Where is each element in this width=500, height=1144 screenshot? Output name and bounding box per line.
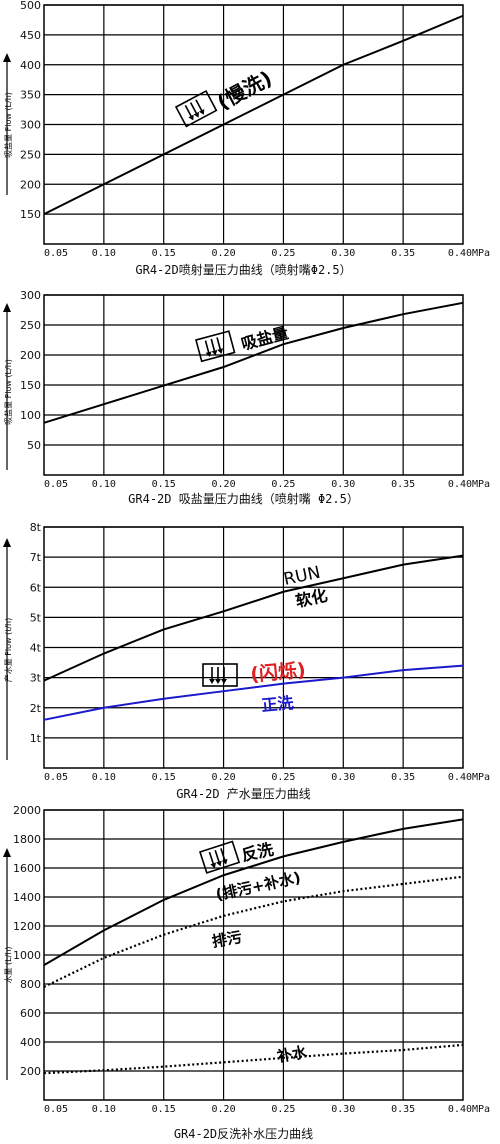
chart-panel-1: 0.05 0.10 0.15 0.20 0.25 0.30 0.35 0.40MPa 150 20… xyxy=(3,0,490,277)
y-tick-label: 400 xyxy=(20,1036,41,1049)
y-tick-label: 150 xyxy=(20,379,41,392)
y-tick-label: 250 xyxy=(20,148,41,161)
series-line-2 xyxy=(43,875,464,988)
annotation-label: 排污 xyxy=(211,928,244,951)
annotation-label: 吸盐量 xyxy=(239,323,290,354)
y-tick-label: 8t xyxy=(30,521,42,534)
x-tick-label: 0.25 xyxy=(271,248,295,259)
y-tick-label: 3t xyxy=(30,672,42,685)
y-tick-label: 450 xyxy=(20,29,41,42)
arrow-up-icon xyxy=(3,848,11,857)
x-tick-label: 0.20 xyxy=(212,1104,236,1115)
x-tick-label: 0.20 xyxy=(212,479,236,490)
chart-title: GR4-2D 吸盐量压力曲线（喷射嘴 Φ2.5） xyxy=(128,491,359,506)
x-tick-label: 0.05 xyxy=(44,248,68,259)
x-tick-label: 0.40MPa xyxy=(448,479,490,490)
y-tick-label: 200 xyxy=(20,178,41,191)
annotation-label: 软化 xyxy=(294,586,329,611)
y-tick-label: 400 xyxy=(20,59,41,72)
x-tick-label: 0.35 xyxy=(391,248,415,259)
y-tick-label: 7t xyxy=(30,551,42,564)
y-tick-label: 350 xyxy=(20,89,41,102)
x-tick-label: 0.30 xyxy=(331,772,355,783)
y-axis-label: 吸盐量 Flow (L/h) xyxy=(3,359,13,425)
y-tick-label: 150 xyxy=(20,208,41,221)
y-tick-label: 500 xyxy=(20,0,41,12)
x-tick-label: 0.10 xyxy=(92,479,116,490)
x-tick-label: 0.30 xyxy=(331,1104,355,1115)
valve-icon xyxy=(175,90,218,128)
x-tick-label: 0.15 xyxy=(152,248,176,259)
series-line-1 xyxy=(43,14,464,216)
chart-title: GR4-2D喷射量压力曲线（喷射嘴Φ2.5） xyxy=(135,262,351,277)
chart-title: GR4-2D 产水量压力曲线 xyxy=(176,787,311,801)
chart-panel-4: 0.05 0.10 0.15 0.20 0.25 0.30 0.35 0.40MPa 200 40… xyxy=(3,804,490,1141)
x-tick-label: 0.15 xyxy=(152,1104,176,1115)
y-tick-label: 1400 xyxy=(13,891,41,904)
y-tick-label: 2t xyxy=(30,702,42,715)
chart-panel-3: 0.05 0.10 0.15 0.20 0.25 0.30 0.35 0.40MPa 1t 2t 3… xyxy=(3,521,490,801)
series-line-1 xyxy=(43,554,464,682)
y-axis-label: 水量 (L/h) xyxy=(3,946,13,983)
y-tick-label: 300 xyxy=(20,119,41,132)
x-tick-label: 0.35 xyxy=(391,479,415,490)
y-tick-label: 300 xyxy=(20,289,41,302)
arrow-up-icon xyxy=(3,53,11,62)
annotation-label: RUN xyxy=(282,563,322,590)
y-tick-label: 50 xyxy=(27,439,41,452)
x-tick-label: 0.20 xyxy=(212,772,236,783)
x-tick-label: 0.25 xyxy=(271,1104,295,1115)
annotation-label: 正洗 xyxy=(261,693,295,715)
y-axis-label: 吸盐量 Flow (L/h) xyxy=(3,92,13,158)
x-tick-label: 0.20 xyxy=(212,248,236,259)
y-tick-label: 5t xyxy=(30,611,42,624)
x-tick-label: 0.40MPa xyxy=(448,772,490,783)
chart-title: GR4-2D反洗补水压力曲线 xyxy=(174,1127,313,1141)
x-tick-label: 0.15 xyxy=(152,479,176,490)
y-tick-label: 1t xyxy=(30,732,42,745)
x-tick-label: 0.25 xyxy=(271,479,295,490)
y-axis-label: 产水量 Flow (t/h) xyxy=(3,618,13,683)
y-tick-label: 800 xyxy=(20,978,41,991)
valve-icon xyxy=(202,663,238,687)
x-tick-label: 0.40MPa xyxy=(448,248,490,259)
series-line-1 xyxy=(43,301,464,424)
y-tick-label: 1000 xyxy=(13,949,41,962)
series-line-2 xyxy=(43,664,464,721)
y-tick-label: 2000 xyxy=(13,804,41,817)
series-line-3 xyxy=(43,1043,464,1075)
y-tick-label: 100 xyxy=(20,409,41,422)
y-tick-label: 600 xyxy=(20,1007,41,1020)
valve-icon xyxy=(195,330,236,363)
x-tick-label: 0.30 xyxy=(331,479,355,490)
y-tick-label: 4t xyxy=(30,642,42,655)
y-tick-label: 200 xyxy=(20,349,41,362)
x-tick-label: 0.30 xyxy=(331,248,355,259)
x-tick-label: 0.05 xyxy=(44,479,68,490)
series-line-1 xyxy=(43,818,464,967)
y-tick-label: 6t xyxy=(30,581,42,594)
annotation-label: (闪烁) xyxy=(249,658,306,686)
x-tick-label: 0.10 xyxy=(92,1104,116,1115)
x-tick-label: 0.05 xyxy=(44,1104,68,1115)
y-tick-label: 200 xyxy=(20,1065,41,1078)
arrow-up-icon xyxy=(3,538,11,547)
y-tick-label: 250 xyxy=(20,319,41,332)
x-tick-label: 0.15 xyxy=(152,772,176,783)
chart-panel-2: 0.05 0.10 0.15 0.20 0.25 0.30 0.35 0.40MPa 50 100… xyxy=(3,289,490,506)
annotation-label: (慢洗) xyxy=(213,66,276,115)
x-tick-label: 0.40MPa xyxy=(448,1104,490,1115)
x-tick-label: 0.35 xyxy=(391,1104,415,1115)
arrow-up-icon xyxy=(3,303,11,312)
x-tick-label: 0.35 xyxy=(391,772,415,783)
annotation-label: 补水 xyxy=(275,1043,310,1066)
y-tick-label: 1800 xyxy=(13,833,41,846)
y-tick-label: 1600 xyxy=(13,862,41,875)
x-tick-label: 0.05 xyxy=(44,772,68,783)
x-tick-label: 0.25 xyxy=(271,772,295,783)
x-tick-label: 0.10 xyxy=(92,772,116,783)
y-tick-label: 1200 xyxy=(13,920,41,933)
x-tick-label: 0.10 xyxy=(92,248,116,259)
